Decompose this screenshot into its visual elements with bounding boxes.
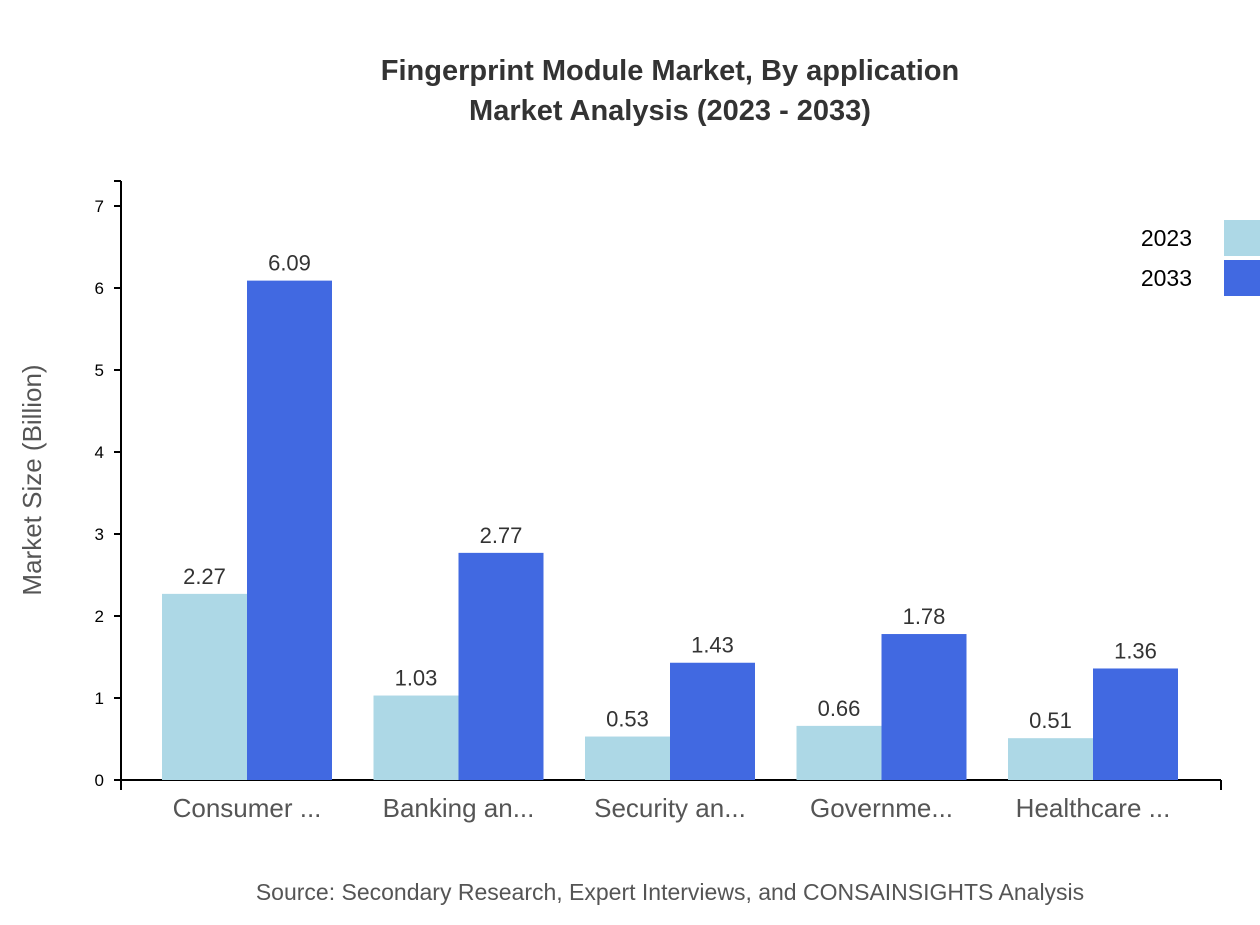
x-axis: Consumer ... Banking an... Security an... G… [120,779,1222,823]
bar-2033 [670,662,755,780]
chart-title: Fingerprint Module Market, By applicatio… [381,55,959,87]
data-label: 0.53 [606,707,649,732]
legend-label: 2023 [1141,225,1192,251]
x-tick-label: Governme... [810,793,953,823]
data-label: 1.03 [395,666,438,691]
bar-2023 [162,593,247,780]
data-label: 6.09 [268,251,311,276]
bar-2033 [247,280,332,780]
chart-subtitle: Market Analysis (2023 - 2033) [469,95,871,127]
y-tick-label: 2 [95,607,104,626]
x-tick-label: Banking an... [383,793,535,823]
y-tick-label: 3 [95,525,104,544]
legend-swatch-2023 [1224,220,1260,256]
y-tick-label: 1 [95,689,104,708]
y-tick-label: 0 [95,771,104,790]
y-tick-label: 6 [95,279,104,298]
data-label: 0.66 [818,696,861,721]
y-axis-label: Market Size (Billion) [17,364,47,595]
data-label: 0.51 [1029,708,1072,733]
bar-2033 [881,634,967,780]
data-label: 1.78 [903,604,946,629]
y-tick-label: 7 [95,197,104,216]
bar-2033 [458,552,544,780]
y-tick-label: 4 [95,443,104,462]
data-label: 2.27 [183,564,226,589]
x-tick-label: Security an... [594,793,746,823]
legend-label: 2033 [1141,265,1192,291]
data-label: 1.43 [691,633,734,658]
bar-2023 [373,695,459,780]
legend-swatch-2033 [1224,260,1260,296]
data-label: 2.77 [480,523,523,548]
bar-2023 [585,736,670,780]
y-tick-label: 5 [95,361,104,380]
bar-2023 [796,725,882,780]
bar-2033 [1093,668,1178,780]
x-tick-label: Healthcare ... [1016,793,1171,823]
x-tick-label: Consumer ... [173,793,322,823]
bar-2023 [1008,738,1093,780]
y-axis: 0 1 2 3 4 5 6 7 [95,180,122,790]
bars: 2.27 6.09 1.03 2.77 0.53 1.43 0.66 1.78 0.51 1.36 [162,251,1178,780]
legend: 2023 2033 [1141,220,1260,296]
source-note: Source: Secondary Research, Expert Inter… [256,879,1084,905]
data-label: 1.36 [1114,638,1157,663]
